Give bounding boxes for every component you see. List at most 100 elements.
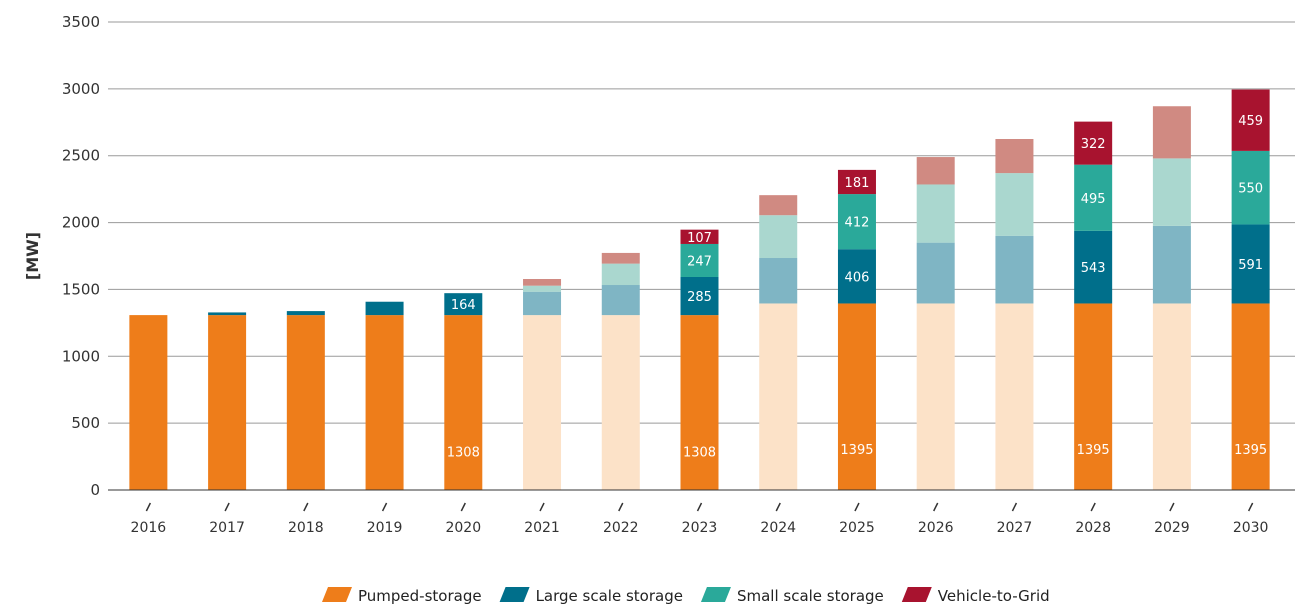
bar-small-scale-storage-2028	[1074, 164, 1113, 231]
legend-item-vehicle-to-grid: Vehicle-to-Grid	[901, 587, 1050, 605]
x-tick-label: 2021	[524, 520, 560, 536]
bar-pumped-storage-2016	[129, 315, 168, 490]
bar-large-scale-storage-2025	[837, 249, 876, 304]
bar-small-scale-storage-2024	[759, 215, 798, 259]
x-tick-mark	[775, 502, 781, 512]
bar-large-scale-storage-2027	[995, 235, 1034, 304]
bar-pumped-storage-2030	[1231, 303, 1270, 490]
x-tick-mark	[303, 502, 309, 512]
x-tick-mark	[224, 502, 230, 512]
x-tick-mark	[1169, 502, 1175, 512]
data-label: 459	[1238, 114, 1263, 129]
data-label: 550	[1238, 182, 1263, 197]
bar-large-scale-storage-2026	[916, 242, 955, 304]
x-tick-label: 2016	[131, 520, 167, 536]
bar-vehicle-to-grid-2028	[1074, 121, 1113, 165]
legend-item-small-scale-storage: Small scale storage	[700, 587, 884, 605]
legend-swatch	[322, 587, 352, 602]
bar-large-scale-storage-2019	[365, 301, 404, 316]
data-label: 181	[845, 176, 870, 191]
bar-large-scale-storage-2022	[601, 285, 640, 316]
bar-large-scale-storage-2024	[759, 258, 798, 304]
y-tick-label: 0	[90, 481, 100, 499]
bar-vehicle-to-grid-2022	[601, 252, 640, 264]
x-tick-label: 2030	[1233, 520, 1269, 536]
bar-large-scale-storage-2018	[286, 311, 325, 316]
x-tick-mark	[460, 502, 466, 512]
bar-pumped-storage-2025	[837, 303, 876, 490]
bar-small-scale-storage-2026	[916, 184, 955, 243]
bar-large-scale-storage-2020	[444, 293, 483, 316]
x-tick-mark	[854, 502, 860, 512]
bar-pumped-storage-2024	[759, 303, 798, 490]
x-tick-label: 2026	[918, 520, 954, 536]
y-tick-label: 1500	[62, 280, 100, 298]
bar-pumped-storage-2021	[523, 315, 562, 490]
legend-swatch	[901, 587, 932, 602]
data-label: 322	[1081, 137, 1106, 152]
x-tick-label: 2019	[367, 520, 403, 536]
data-label: 591	[1238, 258, 1263, 273]
x-tick-label: 2022	[603, 520, 639, 536]
x-tick-mark	[1090, 502, 1096, 512]
bar-large-scale-storage-2021	[523, 291, 562, 316]
bar-vehicle-to-grid-2021	[523, 278, 562, 286]
bars	[129, 89, 1270, 490]
bar-large-scale-storage-2028	[1074, 230, 1113, 304]
x-tick-label: 2024	[760, 520, 796, 536]
x-tick-mark	[696, 502, 703, 512]
bar-large-scale-storage-2030	[1231, 224, 1270, 304]
x-tick-label: 2025	[839, 520, 875, 536]
bar-vehicle-to-grid-2026	[916, 157, 955, 185]
legend-label: Vehicle-to-Grid	[938, 587, 1050, 605]
data-label: 1395	[1077, 443, 1110, 458]
legend: Pumped-storage Large scale storage Small s…	[322, 587, 1050, 605]
y-tick-label: 3500	[62, 13, 100, 31]
data-label: 1308	[447, 446, 480, 461]
bar-small-scale-storage-2030	[1231, 150, 1270, 225]
x-tick-mark	[539, 502, 545, 512]
bar-pumped-storage-2019	[365, 315, 404, 490]
bar-small-scale-storage-2029	[1152, 158, 1191, 226]
legend-label: Pumped-storage	[358, 587, 482, 605]
x-tick-label: 2017	[209, 520, 245, 536]
x-tick-mark	[618, 502, 624, 512]
bar-small-scale-storage-2023	[680, 243, 719, 277]
y-tick-label: 1000	[62, 347, 100, 365]
x-tick-label: 2027	[997, 520, 1033, 536]
bar-pumped-storage-2028	[1074, 303, 1113, 490]
bar-pumped-storage-2020	[444, 315, 483, 490]
x-tick-label: 2018	[288, 520, 324, 536]
bar-small-scale-storage-2021	[523, 285, 562, 292]
bar-large-scale-storage-2023	[680, 276, 719, 316]
bar-vehicle-to-grid-2024	[759, 195, 798, 216]
bar-large-scale-storage-2017	[208, 312, 247, 316]
bar-vehicle-to-grid-2029	[1152, 106, 1191, 159]
legend-swatch	[700, 587, 731, 602]
bar-pumped-storage-2022	[601, 315, 640, 490]
data-label: 412	[845, 216, 870, 231]
legend-item-pumped-storage: Pumped-storage	[322, 587, 482, 605]
bar-vehicle-to-grid-2027	[995, 139, 1034, 174]
y-axis-label: [MW]	[23, 232, 42, 280]
y-tick-label: 2000	[62, 214, 100, 232]
bar-pumped-storage-2018	[286, 315, 325, 490]
bar-large-scale-storage-2029	[1152, 225, 1191, 304]
y-tick-label: 2500	[62, 147, 100, 165]
data-label: 1308	[683, 446, 716, 461]
legend-label: Large scale storage	[536, 587, 683, 605]
x-tick-label: 2023	[682, 520, 718, 536]
x-tick-mark	[1011, 502, 1018, 512]
bar-vehicle-to-grid-2025	[837, 169, 876, 195]
bar-vehicle-to-grid-2030	[1231, 89, 1270, 151]
legend-label: Small scale storage	[737, 587, 884, 605]
data-label: 495	[1081, 192, 1106, 207]
data-label: 406	[845, 270, 870, 285]
data-label: 1395	[1234, 443, 1267, 458]
data-label: 247	[687, 254, 712, 269]
y-tick-label: 3000	[62, 80, 100, 98]
data-label: 285	[687, 290, 712, 305]
bar-small-scale-storage-2022	[601, 263, 640, 286]
data-labels: 1308 164 1308 285 247 107 1395 406 412 181 1395 543…	[447, 114, 1267, 460]
